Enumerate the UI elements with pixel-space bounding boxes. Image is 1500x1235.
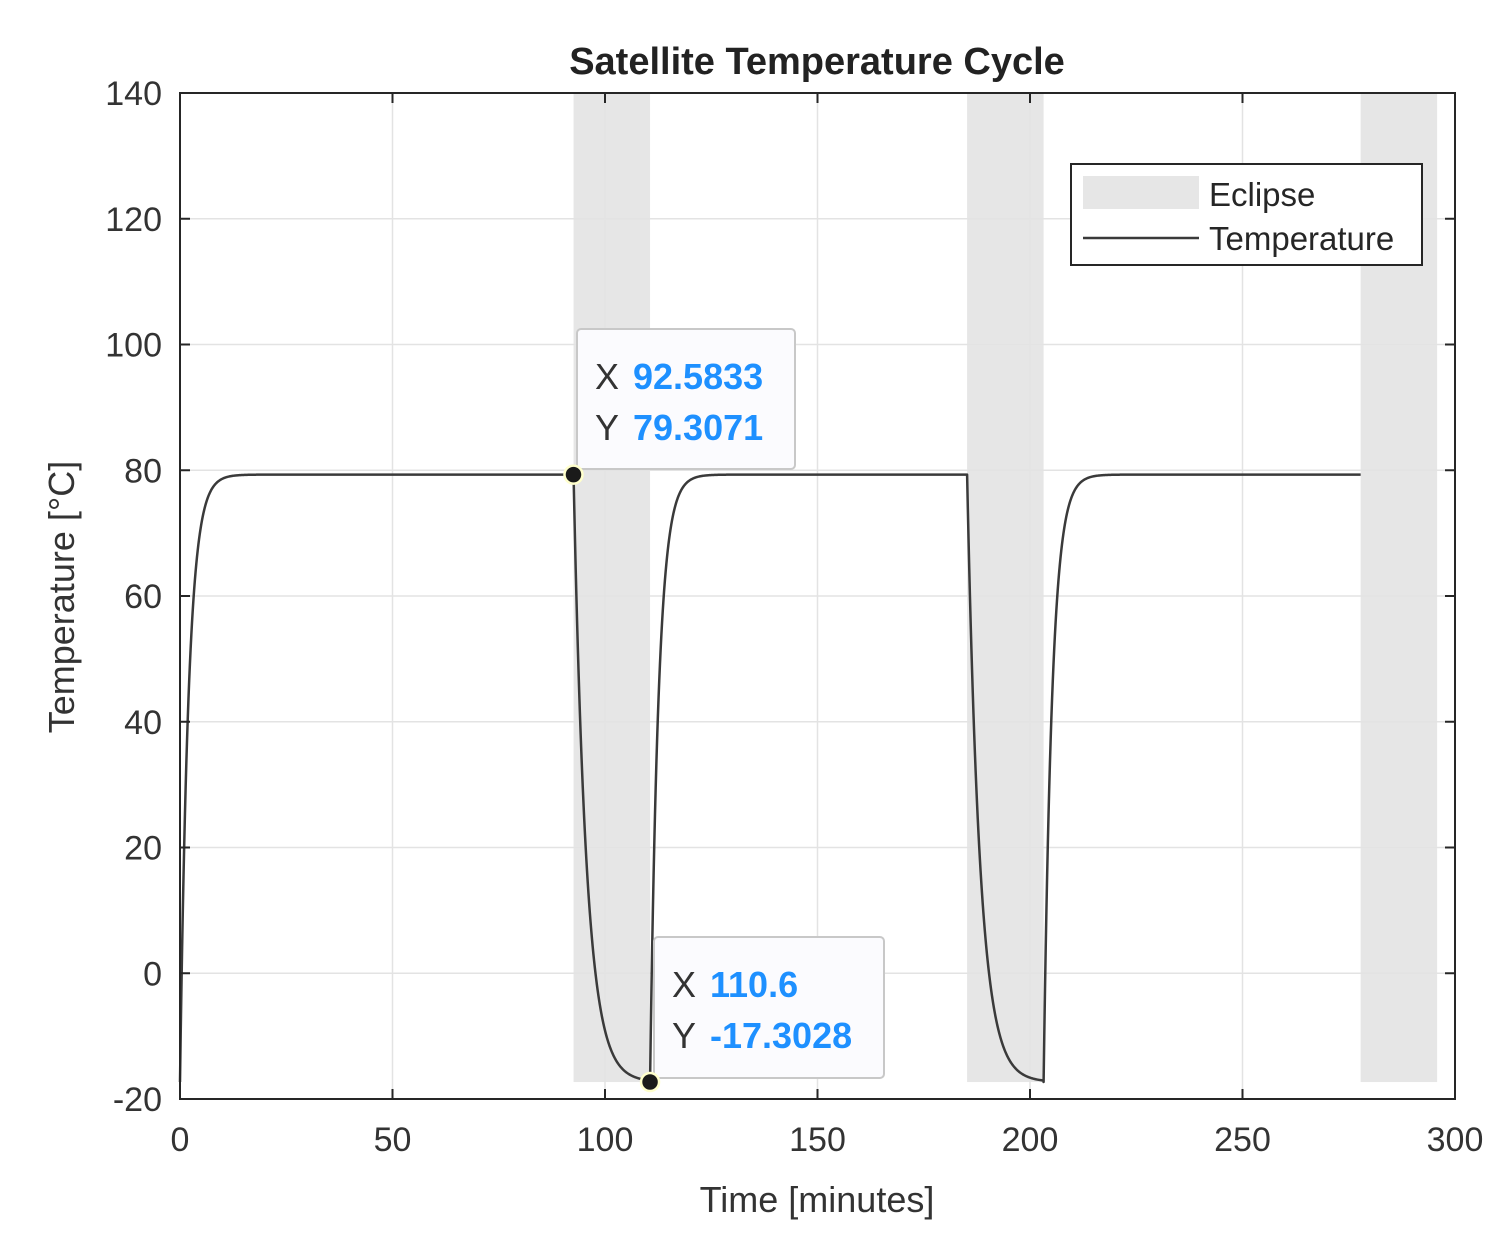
x-tick-label: 50 xyxy=(374,1121,412,1159)
y-tick-label: 100 xyxy=(105,327,162,365)
legend-eclipse-swatch xyxy=(1083,176,1199,209)
axes xyxy=(179,92,1456,1100)
y-tick-label: 20 xyxy=(124,830,162,868)
y-tick-label: 120 xyxy=(105,201,162,239)
temperature-line xyxy=(178,473,1362,1084)
data-tip-x-key: X xyxy=(672,964,696,1005)
y-tick-label: 0 xyxy=(143,955,162,993)
eclipse-band xyxy=(967,93,1044,1083)
x-tick-label: 300 xyxy=(1427,1121,1484,1159)
x-tick-label: 0 xyxy=(171,1121,190,1159)
y-tick-label: -20 xyxy=(113,1081,162,1119)
temperature-series xyxy=(178,473,1362,1084)
legend: Eclipse Temperature xyxy=(1070,163,1423,266)
legend-eclipse-label: Eclipse xyxy=(1209,176,1315,213)
data-tip-y-value: -17.3028 xyxy=(710,1015,852,1056)
y-tick-label: 40 xyxy=(124,704,162,742)
data-tip-x-value: 110.6 xyxy=(710,964,798,1005)
y-axis-label: Temperature [°C] xyxy=(41,461,82,734)
x-tick-label: 200 xyxy=(1002,1121,1059,1159)
data-tip-x-key: X xyxy=(595,356,619,397)
data-tip: X 92.5833 Y 79.3071 xyxy=(563,328,796,485)
data-tips: X 92.5833 Y 79.3071 X 110.6 Y -17.3028 xyxy=(563,328,885,1093)
data-tip-x-value: 92.5833 xyxy=(633,356,763,397)
x-tick-label: 250 xyxy=(1214,1121,1271,1159)
data-tip: X 110.6 Y -17.3028 xyxy=(639,936,885,1093)
data-tip-box xyxy=(653,936,885,1079)
data-tip-box xyxy=(576,328,796,470)
data-tip-y-value: 79.3071 xyxy=(633,407,763,448)
x-axis-label: Time [minutes] xyxy=(700,1179,935,1220)
eclipse-band xyxy=(573,93,651,1083)
grid-lines xyxy=(180,93,1455,1099)
y-tick-label: 80 xyxy=(124,452,162,490)
x-tick-label: 100 xyxy=(577,1121,634,1159)
y-tick-label: 140 xyxy=(105,75,162,113)
data-tip-marker xyxy=(563,464,584,485)
data-tip-y-key: Y xyxy=(672,1015,696,1056)
legend-temperature-label: Temperature xyxy=(1209,220,1394,257)
data-tip-marker xyxy=(639,1071,661,1093)
chart-title: Satellite Temperature Cycle xyxy=(569,41,1065,83)
y-tick-label: 60 xyxy=(124,578,162,616)
x-tick-label: 150 xyxy=(789,1121,846,1159)
data-tip-y-key: Y xyxy=(595,407,619,448)
